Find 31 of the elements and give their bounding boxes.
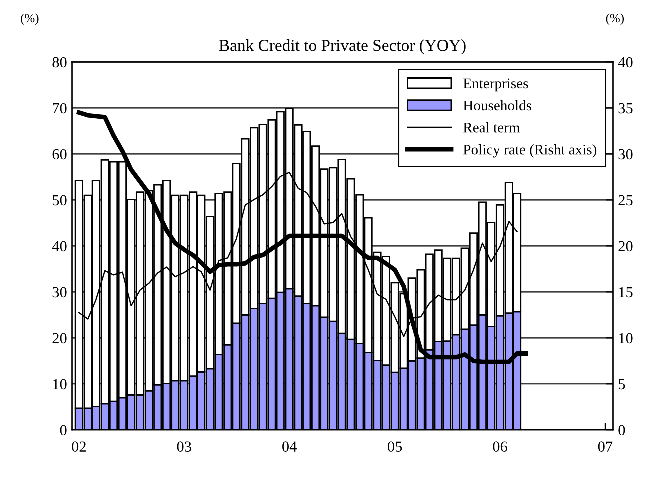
x-tick-label: 05 xyxy=(388,442,402,452)
x-tick-label: 06 xyxy=(493,442,508,452)
y-tick-label: 0 xyxy=(60,425,67,436)
legend-label: Real term xyxy=(464,122,520,133)
y2-tick-label: 35 xyxy=(618,103,633,114)
y2-tick-label: 25 xyxy=(618,195,633,206)
x-tick-label: 04 xyxy=(282,442,297,452)
x-tick-label: 07 xyxy=(598,442,613,452)
legend-label: Households xyxy=(464,100,532,111)
y2-tick-label: 15 xyxy=(619,287,633,298)
y-tick-label: 70 xyxy=(53,103,67,114)
y2-tick-label: 20 xyxy=(618,241,633,252)
y2-axis-title: (%) xyxy=(606,14,624,26)
x-tick-label: 02 xyxy=(72,442,86,452)
chart-title: Bank Credit to Private Sector (YOY) xyxy=(219,40,466,55)
y2-tick-label: 10 xyxy=(619,333,633,344)
y-tick-label: 30 xyxy=(52,287,67,298)
y-axis-title: (%) xyxy=(21,14,39,26)
y2-tick-label: 30 xyxy=(618,149,633,160)
x-tick-label: 03 xyxy=(177,442,192,452)
y-tick-label: 20 xyxy=(52,333,67,344)
legend-label: Enterprises xyxy=(464,78,528,92)
y-tick-label: 80 xyxy=(52,57,67,68)
legend-label: Policy rate (Risht axis) xyxy=(464,144,597,158)
y-tick-label: 40 xyxy=(52,241,67,252)
y2-tick-label: 5 xyxy=(618,379,626,390)
y-tick-label: 10 xyxy=(53,379,67,390)
y2-tick-label: 40 xyxy=(618,57,633,68)
y-tick-label: 60 xyxy=(52,149,67,160)
y-tick-label: 50 xyxy=(53,195,67,206)
y2-tick-label: 0 xyxy=(618,425,626,436)
